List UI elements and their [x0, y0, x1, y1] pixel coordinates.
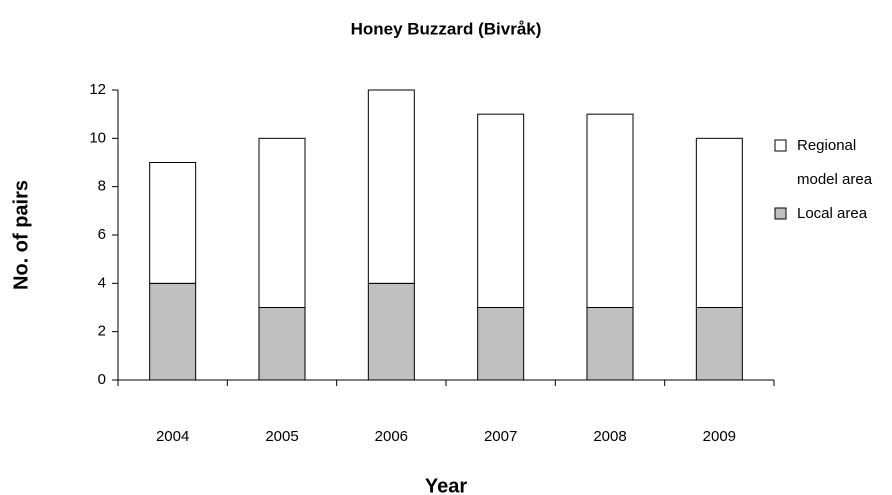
legend-swatch [774, 207, 787, 220]
legend-label: Regional model area [797, 137, 873, 188]
y-tick-label: 8 [98, 178, 106, 195]
bar-segment [586, 113, 634, 308]
bar-segment [695, 307, 743, 381]
y-tick-label: 6 [98, 226, 106, 243]
bar-segment [477, 113, 525, 308]
bar-segment [149, 282, 197, 381]
x-tick-label: 2007 [484, 428, 517, 445]
x-tick-label: 2004 [156, 428, 189, 445]
x-tick-label: 2005 [265, 428, 298, 445]
y-axis-label: No. of pairs [10, 180, 32, 290]
bar-segment [258, 137, 306, 308]
y-tick-label: 4 [98, 274, 106, 291]
bar-segment [367, 89, 415, 284]
chart-title: Honey Buzzard (Bivråk) [351, 19, 542, 38]
x-tick-label: 2008 [593, 428, 626, 445]
bar-segment [149, 162, 197, 284]
x-tick-label: 2006 [375, 428, 408, 445]
x-tick-label: 2009 [703, 428, 736, 445]
bar-segment [258, 307, 306, 381]
bar-segment [695, 137, 743, 308]
y-tick-label: 12 [89, 81, 106, 98]
bar-segment [586, 307, 634, 381]
y-tick-label: 10 [89, 129, 106, 146]
y-tick-label: 2 [98, 323, 106, 340]
legend-swatch [774, 139, 787, 152]
y-tick-label: 0 [98, 371, 106, 388]
legend-label: Local area [797, 205, 868, 222]
bar-segment [367, 282, 415, 381]
x-axis-label: Year [425, 475, 467, 495]
bar-segment [477, 307, 525, 381]
